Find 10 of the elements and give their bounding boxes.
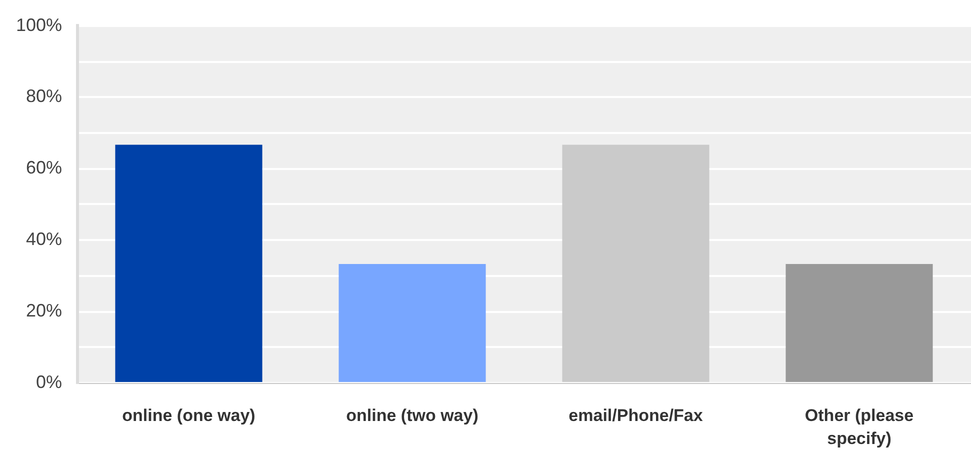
y-tick-label: 80% (26, 86, 62, 106)
y-tick-label: 0% (36, 372, 62, 392)
y-tick-label: 100% (16, 14, 62, 35)
x-tick-label: email/Phone/Fax (568, 406, 704, 426)
x-tick-label: online (one way) (122, 406, 256, 426)
x-tick-label: online (two way) (346, 406, 478, 426)
y-tick-label: 40% (26, 229, 62, 250)
y-tick-label: 60% (26, 158, 62, 178)
x-tick-label: Other (please specify) (804, 406, 914, 448)
y-tick-label: 20% (26, 300, 62, 321)
